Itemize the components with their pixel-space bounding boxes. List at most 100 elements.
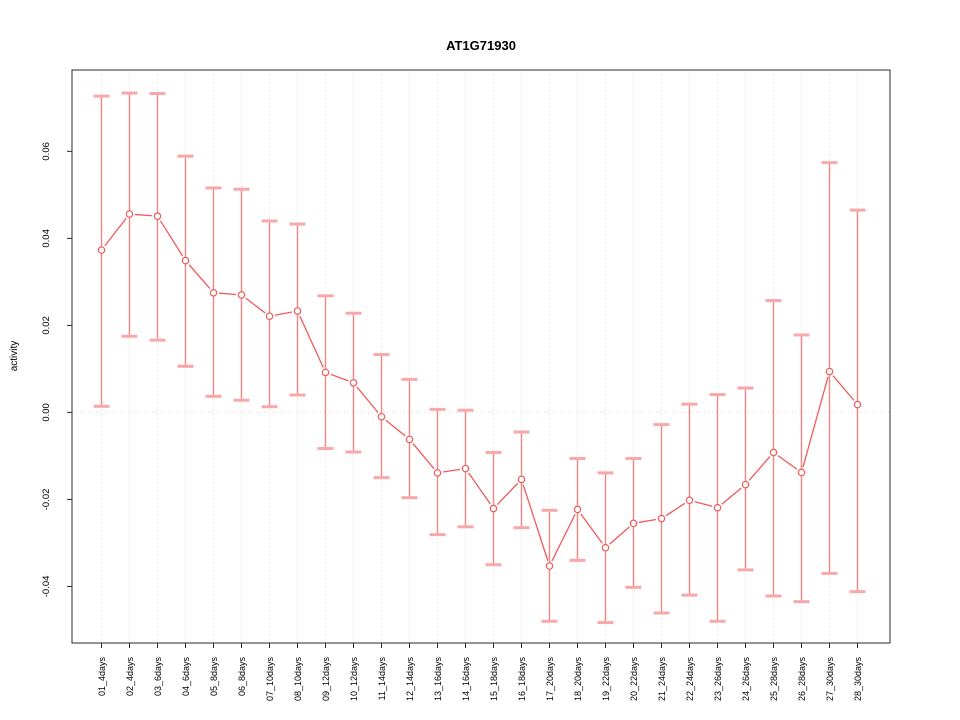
- y-tick-label: 0.00: [41, 403, 52, 422]
- x-tick-label: 22_24days: [685, 657, 695, 702]
- x-tick-label: 17_20days: [545, 657, 555, 702]
- data-point: [545, 562, 554, 570]
- series-segment: [468, 472, 491, 505]
- data-point: [237, 291, 246, 299]
- series-segment: [356, 386, 379, 413]
- x-tick-label: 28_30days: [853, 657, 863, 702]
- x-tick-label: 05_8days: [209, 657, 219, 697]
- x-tick-label: 26_28days: [797, 657, 807, 702]
- x-tick-label: 25_28days: [769, 657, 779, 702]
- data-point: [377, 412, 386, 421]
- series-segment: [748, 456, 771, 481]
- data-point: [853, 400, 862, 409]
- plot-border: [71, 69, 891, 644]
- chart-title: AT1G71930: [446, 38, 516, 53]
- y-tick-label: 0.04: [41, 229, 52, 248]
- x-tick-label: 11_14days: [377, 657, 387, 701]
- x-tick-label: 06_8days: [237, 657, 247, 697]
- data-point: [405, 435, 414, 444]
- series-segment: [694, 501, 713, 507]
- data-point: [349, 379, 358, 387]
- error-bars: [93, 91, 866, 625]
- data-point: [489, 504, 498, 513]
- x-tick-label: 01_4days: [97, 657, 107, 697]
- x-tick-label: 04_6days: [181, 657, 191, 697]
- x-tick-label: 16_18days: [517, 657, 527, 702]
- x-tick-label: 24_26days: [741, 657, 751, 702]
- series-segment: [522, 484, 549, 561]
- data-point: [293, 307, 302, 315]
- series-segment: [330, 373, 349, 382]
- data-point: [657, 514, 666, 523]
- series-segment: [551, 514, 576, 562]
- series-segment: [832, 375, 855, 401]
- y-tick-label: 0.06: [41, 142, 52, 161]
- series-segment: [496, 482, 519, 506]
- y-tick-label: -0.02: [41, 489, 52, 511]
- series-segment: [721, 487, 742, 505]
- x-tick-label: 21_24days: [657, 657, 667, 702]
- data-point: [125, 210, 134, 218]
- data-point: [461, 464, 470, 473]
- data-point: [825, 367, 834, 376]
- data-point: [265, 312, 274, 321]
- data-point: [741, 480, 750, 489]
- x-tick-label: 08_10days: [293, 657, 303, 702]
- series-segment: [385, 419, 406, 437]
- x-tick-label: 23_26days: [713, 657, 723, 702]
- axis-ticks: [67, 150, 858, 648]
- x-tick-label: 07_10days: [265, 657, 275, 702]
- data-point: [685, 496, 694, 505]
- x-tick-label: 02_4days: [125, 657, 135, 697]
- axis-labels: 0.06 0.04 0.02 0.00 -0.02 -0.04 01_4days 02_4da…: [41, 142, 863, 701]
- series-segment: [665, 502, 686, 517]
- error-bar: [765, 299, 782, 598]
- series-segment: [218, 292, 237, 296]
- x-tick-label: 20_22days: [629, 657, 639, 702]
- x-tick-label: 19_22days: [601, 657, 611, 702]
- series-segment: [245, 297, 266, 314]
- data-point: [601, 543, 610, 552]
- x-tick-label: 09_12days: [321, 657, 331, 702]
- x-tick-label: 13_16days: [433, 657, 443, 702]
- data-point: [517, 475, 526, 484]
- error-bar: [737, 386, 754, 572]
- y-tick-label: 0.02: [41, 316, 52, 335]
- data-point: [153, 212, 162, 220]
- series-segment: [580, 513, 603, 544]
- series-segment: [777, 455, 798, 470]
- y-tick-label: -0.04: [41, 576, 52, 598]
- y-axis-label: activity: [9, 340, 20, 372]
- x-tick-label: 18_20days: [573, 657, 583, 702]
- series-segment: [638, 518, 657, 524]
- series-segment: [274, 311, 293, 316]
- data-point: [713, 503, 722, 512]
- series-line: [104, 213, 855, 562]
- data-point: [769, 448, 778, 457]
- series-segment: [299, 315, 324, 368]
- series-segment: [609, 526, 630, 545]
- series-segment: [412, 443, 435, 470]
- x-tick-label: 03_6days: [153, 657, 163, 697]
- data-point: [573, 505, 582, 514]
- data-point: [209, 288, 218, 297]
- gridlines: [101, 70, 858, 643]
- series-segment: [802, 376, 829, 468]
- series-segment: [442, 468, 461, 473]
- x-tick-label: 15_18days: [489, 657, 499, 702]
- error-bar: [793, 333, 810, 604]
- data-point: [97, 246, 106, 254]
- data-point: [797, 468, 806, 477]
- series-segment: [134, 213, 153, 217]
- x-tick-label: 10_12days: [349, 657, 359, 702]
- series-segment: [188, 264, 211, 290]
- series-segment: [104, 217, 127, 247]
- data-point: [181, 256, 190, 265]
- x-tick-label: 14_16days: [461, 657, 471, 702]
- x-tick-label: 12_14days: [405, 657, 415, 702]
- x-tick-label: 27_30days: [825, 657, 835, 702]
- series-points: [97, 210, 862, 570]
- data-point: [629, 519, 638, 528]
